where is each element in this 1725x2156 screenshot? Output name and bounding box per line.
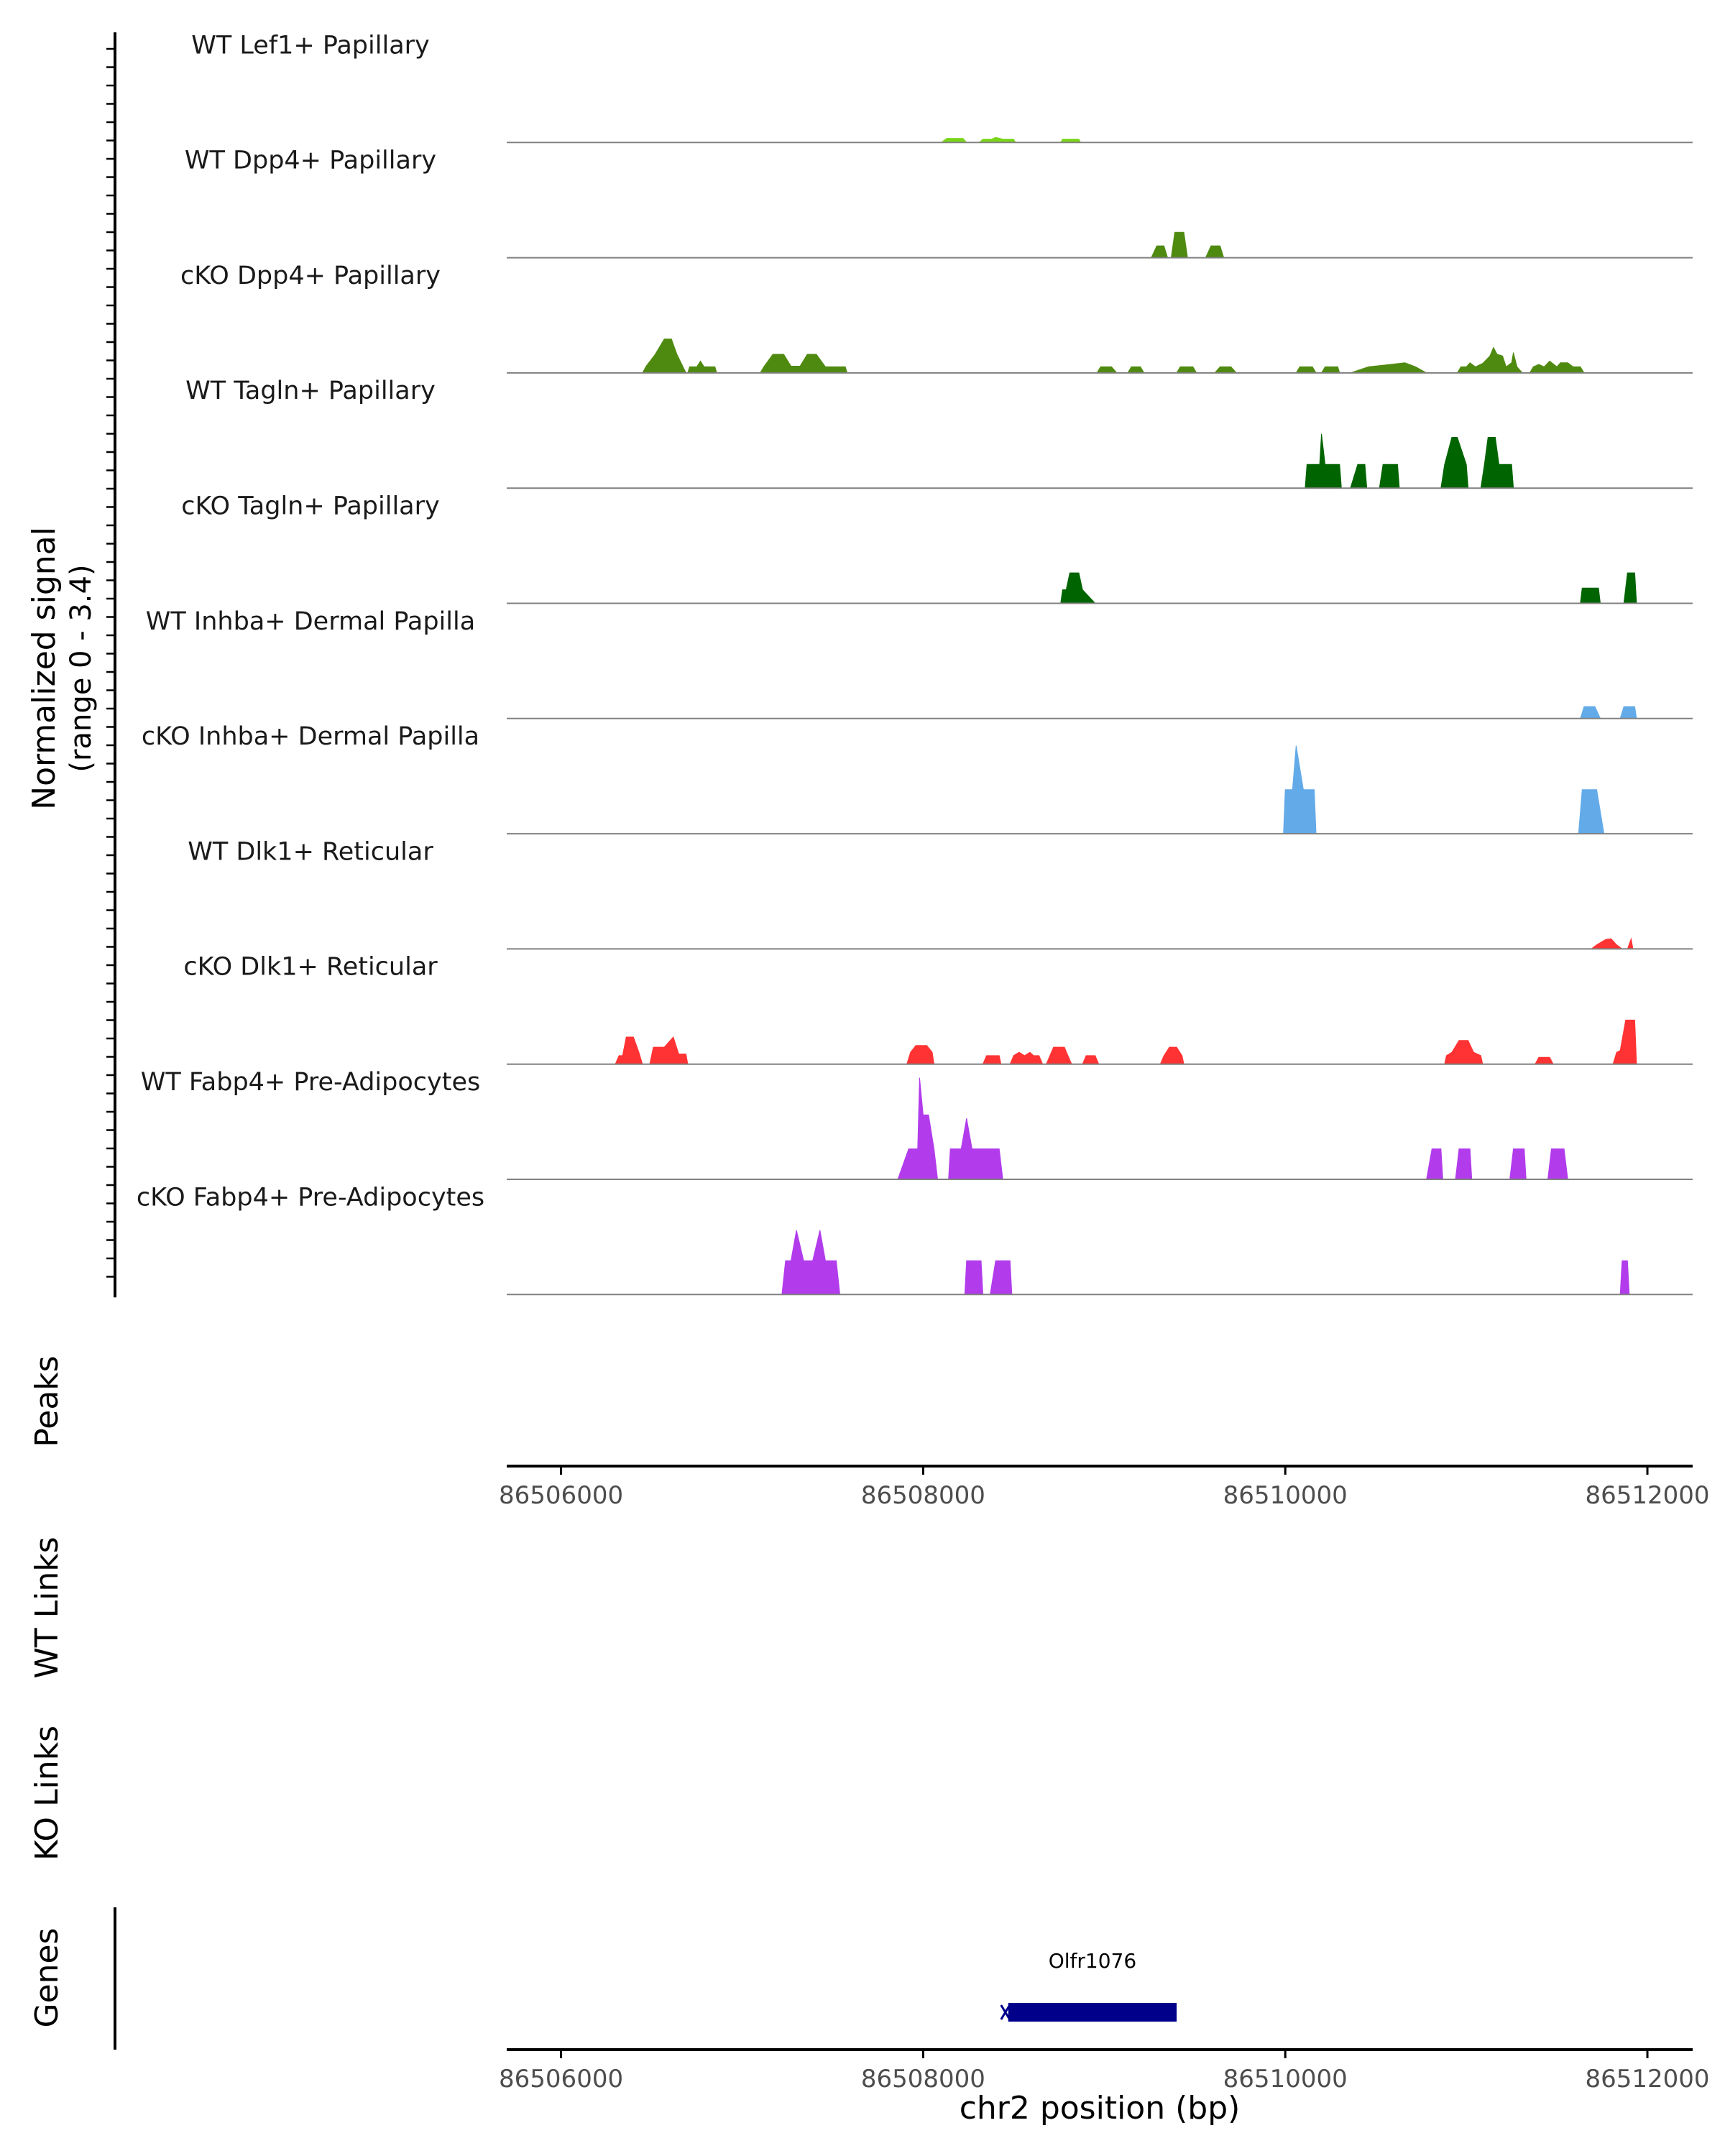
x-tick-label: 86510000 (1223, 1481, 1348, 1510)
gene: Olfr1076 (1000, 1949, 1177, 2022)
signal-peak (982, 1055, 1002, 1065)
track: cKO Dlk1+ Reticular (183, 953, 1693, 1065)
signal-peak (1096, 366, 1118, 374)
track: cKO Inhba+ Dermal Papilla (142, 722, 1693, 835)
signal-peak (1480, 437, 1514, 489)
track: WT Dlk1+ Reticular (188, 837, 1693, 950)
signal-tracks: WT Lef1+ Papillary WT Dpp4+ Papillary cKO … (137, 31, 1693, 1296)
signal-peak (642, 338, 687, 374)
signal-peak (1350, 362, 1428, 374)
signal-peak (1619, 706, 1637, 719)
signal-peak (1590, 938, 1624, 949)
ko-links-label: KO Links (29, 1726, 65, 1861)
track-label: WT Inhba+ Dermal Papilla (146, 607, 475, 636)
x-tick-label: 86506000 (499, 2065, 623, 2093)
x-axis-title: chr2 position (bp) (960, 2090, 1241, 2127)
signal-peak (1456, 346, 1524, 374)
signal-peak (906, 1045, 935, 1065)
signal-peak (1082, 1055, 1100, 1065)
signal-peak (948, 1118, 1003, 1180)
track: WT Dpp4+ Papillary (185, 147, 1693, 259)
track: WT Lef1+ Papillary (191, 31, 1693, 144)
track: WT Inhba+ Dermal Papilla (146, 607, 1693, 719)
signal-peak (1170, 231, 1188, 259)
track: cKO Fabp4+ Pre-Adipocytes (137, 1183, 1693, 1296)
signal-peak (1509, 1148, 1527, 1180)
x-axis-genes: 86506000 86508000 86510000 86512000 (499, 2048, 1710, 2093)
signal-peak (1580, 587, 1601, 604)
signal-peak (1627, 937, 1634, 949)
y-axis-title: Normalized signal (26, 527, 63, 810)
signal-peak (1205, 245, 1225, 259)
track-label: cKO Inhba+ Dermal Papilla (142, 722, 479, 751)
signal-peak (1623, 572, 1637, 604)
signal-peak (1529, 360, 1585, 374)
signal-peak (1045, 1046, 1072, 1065)
track-label: WT Dlk1+ Reticular (188, 837, 433, 866)
track-label: cKO Dlk1+ Reticular (183, 953, 438, 982)
signal-peak (1159, 1046, 1184, 1065)
signal-peak (687, 360, 717, 374)
x-tick-label: 86506000 (499, 1481, 623, 1510)
signal-peak (1619, 1260, 1630, 1295)
x-axis-peaks: 86506000 86508000 86510000 86512000 (499, 1465, 1710, 1510)
signal-peak (759, 354, 848, 374)
track: cKO Tagln+ Papillary (181, 492, 1693, 604)
x-tick-label: 86512000 (1585, 1481, 1709, 1510)
signal-peak (1213, 366, 1238, 374)
signal-peak (978, 137, 1016, 143)
track-label: WT Dpp4+ Papillary (185, 147, 436, 175)
signal-peak (990, 1260, 1013, 1295)
signal-peak (1060, 572, 1096, 604)
signal-peak (1580, 706, 1601, 719)
x-tick-label: 86510000 (1223, 2065, 1348, 2093)
signal-peak (1440, 437, 1469, 489)
track: cKO Dpp4+ Papillary (180, 262, 1693, 374)
y-axis (106, 32, 116, 1298)
signal-peak (1320, 366, 1340, 374)
signal-peak (1547, 1148, 1568, 1180)
signal-peak (615, 1036, 643, 1065)
track-label: WT Lef1+ Papillary (191, 31, 430, 60)
x-tick-label: 86508000 (861, 2065, 985, 2093)
gene-track: Olfr1076 (1000, 1949, 1177, 2022)
signal-peak (1009, 1051, 1044, 1065)
track-label: cKO Fabp4+ Pre-Adipocytes (137, 1183, 484, 1212)
signal-peak (1176, 366, 1197, 374)
gene-strand-mark (1000, 2004, 1011, 2020)
signal-peak (1578, 789, 1605, 834)
signal-peak (1283, 745, 1317, 834)
signal-peak (1127, 366, 1145, 374)
track-label: WT Fabp4+ Pre-Adipocytes (141, 1068, 480, 1097)
y-axis-range: (range 0 - 3.4) (65, 564, 98, 772)
track-label: WT Tagln+ Papillary (185, 377, 436, 405)
gene-label: Olfr1076 (1049, 1949, 1136, 1973)
peaks-label: Peaks (29, 1355, 65, 1447)
signal-peak (1534, 1056, 1554, 1065)
signal-peak (649, 1036, 689, 1065)
signal-peak (781, 1230, 841, 1295)
signal-peak (1612, 1019, 1637, 1065)
signal-peak (1151, 245, 1169, 259)
signal-peak (964, 1260, 984, 1295)
signal-peak (1379, 464, 1400, 489)
signal-peak (1305, 433, 1342, 489)
signal-peak (1295, 366, 1317, 374)
track: WT Tagln+ Papillary (185, 377, 1693, 489)
signal-peak (1444, 1040, 1484, 1065)
signal-peak (1455, 1148, 1473, 1180)
wt-links-label: WT Links (29, 1537, 65, 1678)
signal-peak (1350, 464, 1368, 489)
x-tick-label: 86508000 (861, 1481, 985, 1510)
signal-peak (1426, 1148, 1443, 1180)
x-tick-label: 86512000 (1585, 2065, 1709, 2093)
gene-body (1008, 2003, 1177, 2022)
signal-peak (897, 1077, 939, 1180)
track-label: cKO Tagln+ Papillary (181, 492, 440, 521)
track: WT Fabp4+ Pre-Adipocytes (141, 1068, 1693, 1180)
genes-label: Genes (29, 1927, 65, 2027)
track-label: cKO Dpp4+ Papillary (180, 262, 441, 290)
